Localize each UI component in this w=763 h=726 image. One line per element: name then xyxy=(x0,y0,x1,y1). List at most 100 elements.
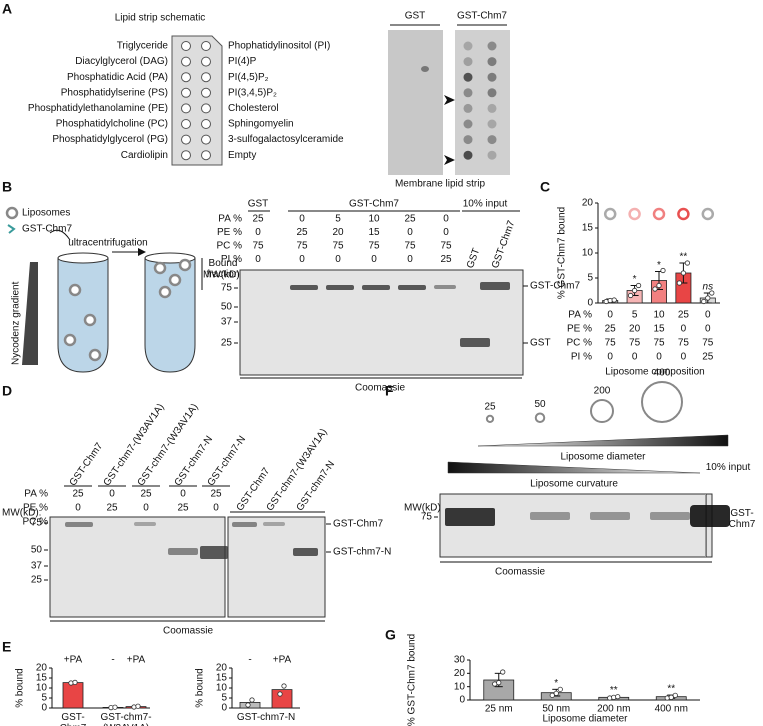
condition-label: - xyxy=(248,655,251,666)
size-label: 400 xyxy=(654,368,671,379)
row-value: 75 xyxy=(332,241,344,252)
row-value: 0 xyxy=(255,254,261,265)
blot-spot xyxy=(463,88,473,98)
band-label: GST-Chm7 xyxy=(728,508,756,530)
data-point xyxy=(660,267,666,274)
x-tick-label: 200 nm xyxy=(597,704,630,715)
data-point xyxy=(631,287,638,294)
mw-label: 37 xyxy=(221,317,233,328)
data-point xyxy=(496,680,502,686)
lane-label: GST xyxy=(465,247,482,270)
significance: * xyxy=(554,678,558,689)
row-label: PA % xyxy=(218,214,242,225)
liposome-icon xyxy=(88,348,102,362)
stain-label: Coomassie xyxy=(355,383,405,394)
lipid-spot xyxy=(181,150,191,161)
liposome-size xyxy=(590,399,614,423)
data-point xyxy=(277,691,283,697)
liposome-icon xyxy=(5,206,19,220)
y-tick-label: 10 xyxy=(216,683,228,694)
data-point xyxy=(680,270,687,276)
bar xyxy=(271,689,293,709)
panel-letter: D xyxy=(2,383,12,399)
mw-title: MW(kD): xyxy=(2,508,41,519)
row-value: 75 xyxy=(678,338,690,349)
tube-top xyxy=(57,252,109,264)
liposome-icon xyxy=(701,207,715,221)
band-label: GST xyxy=(530,338,551,349)
arrowhead xyxy=(444,155,455,165)
data-point xyxy=(611,297,617,303)
liposome-icon xyxy=(603,207,617,221)
data-point xyxy=(709,290,715,296)
blot-spot xyxy=(487,103,497,113)
row-value: 0 xyxy=(213,503,219,514)
row-label: PC % xyxy=(216,241,242,252)
data-point xyxy=(549,692,555,698)
band-label: GST-Chm7 xyxy=(333,519,383,530)
lipid-label: Phosphatidylcholine (PC) xyxy=(56,119,168,130)
lipid-spot xyxy=(181,72,191,83)
gel-band xyxy=(434,285,456,289)
lane-label: GST-chm7-(W3AV1A) xyxy=(102,402,167,488)
lipid-label: Phophatidylinositol (PI) xyxy=(228,41,330,52)
wedge-label: Liposome diameter xyxy=(560,452,646,463)
liposome-icon xyxy=(677,207,690,221)
lane-label: GST-chm7-(W3AV1A) xyxy=(136,402,201,488)
data-point xyxy=(72,679,78,686)
row-label: PE % xyxy=(217,227,242,238)
lipid-label: Cardiolipin xyxy=(121,150,168,161)
liposome-icon xyxy=(153,261,167,275)
blot-spot xyxy=(487,41,497,51)
lane-label: GST-Chm7 xyxy=(68,441,106,489)
data-point xyxy=(500,669,506,675)
data-point xyxy=(135,703,141,709)
band-label: GST-chm7-N xyxy=(333,547,391,558)
row-value: 75 xyxy=(440,241,452,252)
blot-image xyxy=(455,30,510,175)
blot-spot xyxy=(463,150,473,160)
gel-band xyxy=(690,505,730,527)
lipid-label: 3-sulfogalactosylceramide xyxy=(228,134,344,145)
row-value: 25 xyxy=(252,214,264,225)
liposome-icon xyxy=(63,333,77,347)
row-label: PE % xyxy=(23,503,48,514)
row-value: 0 xyxy=(255,227,261,238)
lipid-spot xyxy=(201,150,211,161)
significance: * xyxy=(633,274,637,285)
liposome-icon xyxy=(168,273,182,287)
lipid-spot xyxy=(201,103,211,114)
row-value: 25 xyxy=(678,310,690,321)
data-point xyxy=(553,690,559,696)
lipid-label: PI(3,4,5)P₂ xyxy=(228,87,277,98)
data-point xyxy=(249,697,255,703)
row-value: 0 xyxy=(681,352,687,363)
row-value: 75 xyxy=(252,241,264,252)
blot-spot xyxy=(421,66,429,72)
row-value: 25 xyxy=(440,254,452,265)
mw-label: 50 xyxy=(31,545,43,556)
row-label: PE % xyxy=(567,324,592,335)
y-tick-label: 0 xyxy=(41,703,47,714)
y-tick-label: 20 xyxy=(36,663,48,674)
y-axis-label: % bound xyxy=(15,668,26,707)
row-value: 25 xyxy=(210,489,222,500)
data-point xyxy=(705,295,711,301)
gel-band xyxy=(168,548,198,555)
row-label: PI % xyxy=(571,352,592,363)
data-point xyxy=(652,286,658,292)
lipid-spot xyxy=(201,72,211,83)
data-point xyxy=(684,260,691,266)
row-value: 0 xyxy=(407,254,413,265)
row-value: 0 xyxy=(681,324,687,335)
row-value: 0 xyxy=(109,489,115,500)
liposome-icon xyxy=(68,283,82,297)
tube xyxy=(144,258,196,373)
row-value: 75 xyxy=(296,241,308,252)
stain-label: Coomassie xyxy=(163,626,213,637)
liposome-icon xyxy=(178,258,192,272)
mw-label: 25 xyxy=(31,575,43,586)
row-label: PA % xyxy=(568,310,592,321)
input-label: 10% input xyxy=(705,462,751,473)
arrow xyxy=(49,229,71,241)
